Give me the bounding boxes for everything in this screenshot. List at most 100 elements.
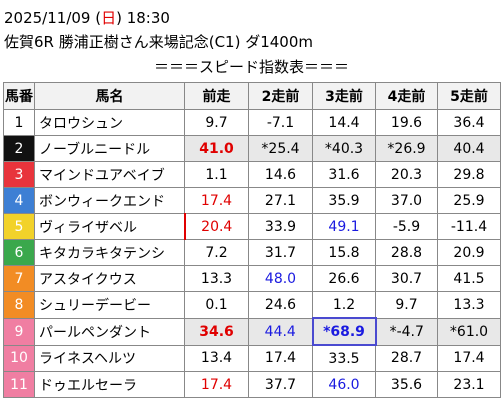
speed-index: 37.7 [248,371,313,398]
header-row: 馬番 馬名 前走 2走前 3走前 4走前 5走前 [3,82,501,110]
column-header: 4走前 [375,82,438,110]
horse-row: 9 パールペンダント 34.6 44.4 *68.9 *-4.7 *61.0 [3,317,501,346]
speed-index: 49.1 [312,213,376,240]
speed-index: 40.4 [437,135,501,162]
speed-index: 20.3 [375,161,438,188]
speed-index: *68.9 [311,317,377,346]
horse-name: ライネスヘルツ [34,344,185,372]
speed-index: 30.7 [375,265,438,292]
speed-index: 34.6 [184,317,249,346]
horse-name: シュリーデービー [34,291,185,319]
horse-name: キタカラキタテンシ [34,239,185,266]
speed-index: 14.4 [312,109,376,136]
horse-name: パールペンダント [34,317,185,346]
speed-index: 20.4 [183,213,249,240]
speed-index: *26.9 [375,135,438,162]
column-header: 馬番 [3,82,35,110]
horse-number: 4 [3,187,35,214]
speed-index: 31.6 [312,161,376,188]
horse-row: 10 ライネスヘルツ 13.4 17.4 33.5 28.7 17.4 [3,344,501,372]
speed-index: 25.9 [437,187,501,214]
speed-index: 27.1 [248,187,313,214]
speed-index: -5.9 [375,213,438,240]
horse-number: 3 [3,161,35,188]
speed-table: 馬番 馬名 前走 2走前 3走前 4走前 5走前 1 タロウシュン 9.7 -7.1 14.4 19.… [3,82,501,398]
speed-index: *-4.7 [375,317,438,346]
speed-index: 33.9 [248,213,313,240]
horse-name: ボンウィークエンド [34,187,185,214]
horse-number: 1 [3,109,35,136]
speed-index: 46.0 [312,371,376,398]
speed-index: *61.0 [437,317,501,346]
speed-index: 19.6 [375,109,438,136]
speed-index: 17.4 [184,187,249,214]
speed-index: 0.1 [184,291,249,319]
speed-index: 23.1 [437,371,501,398]
speed-index: 24.6 [248,291,313,319]
date-line: 2025/11/09 (日) 18:30 [4,7,170,28]
speed-index: 13.3 [437,291,501,319]
speed-index: 17.4 [184,371,249,398]
speed-index: 1.1 [184,161,249,188]
speed-index: 35.6 [375,371,438,398]
race-title: 佐賀6R 勝浦正樹さん来場記念(C1) ダ1400m [4,33,314,51]
speed-index: *40.3 [312,135,376,162]
horse-name: ドゥエルセーラ [34,371,185,398]
column-header: 2走前 [248,82,313,110]
horse-number: 5 [3,213,35,240]
speed-index: 44.4 [248,317,313,346]
horse-number: 10 [3,344,35,372]
speed-index: 17.4 [437,344,501,372]
speed-index: 9.7 [375,291,438,319]
speed-index: 28.8 [375,239,438,266]
horse-row: 4 ボンウィークエンド 17.4 27.1 35.9 37.0 25.9 [3,187,501,214]
speed-index: 7.2 [184,239,249,266]
horse-row: 7 アスタイクウス 13.3 48.0 26.6 30.7 41.5 [3,265,501,292]
horse-number: 2 [3,135,35,162]
speed-index: 15.8 [312,239,376,266]
date: 2025/11/09 ( [4,9,102,27]
speed-index: 29.8 [437,161,501,188]
horse-number: 11 [3,371,35,398]
horse-number: 8 [3,291,35,319]
speed-index: 37.0 [375,187,438,214]
horse-name: タロウシュン [34,109,185,136]
column-header: 5走前 [437,82,501,110]
speed-index: 13.4 [184,344,249,372]
speed-index: 20.9 [437,239,501,266]
horse-row: 5 ヴィライザベル 20.4 33.9 49.1 -5.9 -11.4 [3,213,501,240]
horse-name: マインドユアベイブ [34,161,185,188]
time: ) 18:30 [116,9,170,27]
speed-index: 33.5 [312,344,376,372]
horse-name: ノーブルニードル [34,135,185,162]
speed-index: 14.6 [248,161,313,188]
horse-number: 7 [3,265,35,292]
horse-name: ヴィライザベル [34,213,185,240]
speed-index: 13.3 [184,265,249,292]
subtitle: ＝＝＝スピード指数表＝＝＝ [153,58,349,76]
speed-index: 48.0 [248,265,313,292]
speed-index: -7.1 [248,109,313,136]
column-header: 前走 [184,82,249,110]
horse-row: 11 ドゥエルセーラ 17.4 37.7 46.0 35.6 23.1 [3,371,501,398]
horse-number: 9 [3,317,35,346]
speed-index: 17.4 [248,344,313,372]
speed-index: *25.4 [248,135,313,162]
speed-index: 26.6 [312,265,376,292]
horse-name: アスタイクウス [34,265,185,292]
horse-row: 6 キタカラキタテンシ 7.2 31.7 15.8 28.8 20.9 [3,239,501,266]
weekday: 日 [101,9,117,27]
speed-index: 41.5 [437,265,501,292]
horse-row: 8 シュリーデービー 0.1 24.6 1.2 9.7 13.3 [3,291,501,319]
speed-index: 1.2 [312,291,376,319]
column-header: 馬名 [34,82,185,110]
speed-index: 28.7 [375,344,438,372]
speed-index: 31.7 [248,239,313,266]
horse-number: 6 [3,239,35,266]
speed-index: 9.7 [184,109,249,136]
horse-row: 2 ノーブルニードル 41.0 *25.4 *40.3 *26.9 40.4 [3,135,501,162]
column-header: 3走前 [312,82,376,110]
speed-index: -11.4 [437,213,501,240]
speed-index: 41.0 [184,135,249,162]
